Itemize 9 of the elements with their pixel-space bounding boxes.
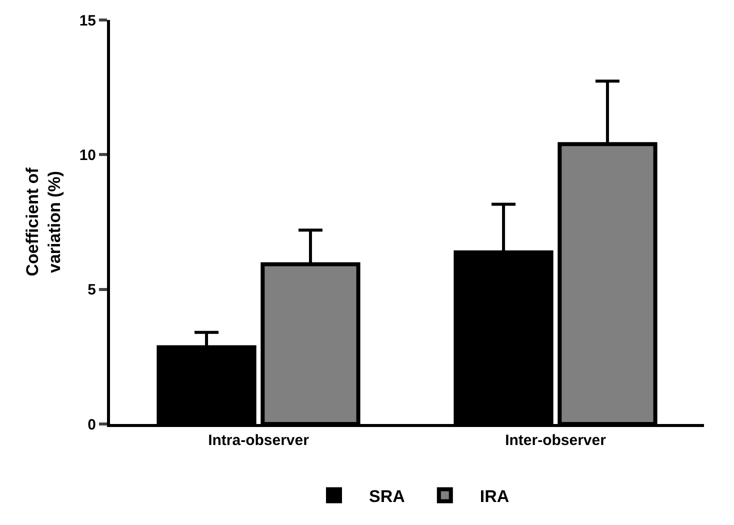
y-tick-label: 10 xyxy=(79,146,96,164)
y-tick-label: 15 xyxy=(79,12,96,30)
legend-label: IRA xyxy=(480,486,510,506)
y-tick-label: 5 xyxy=(88,282,96,299)
y-axis-title: Coefficient of variation (%) xyxy=(22,167,64,276)
x-tick-label: Intra-observer xyxy=(208,432,310,449)
legend-label: SRA xyxy=(369,486,405,506)
y-tick-label: 0 xyxy=(88,416,96,434)
x-tick-label: Inter-observer xyxy=(505,432,606,449)
